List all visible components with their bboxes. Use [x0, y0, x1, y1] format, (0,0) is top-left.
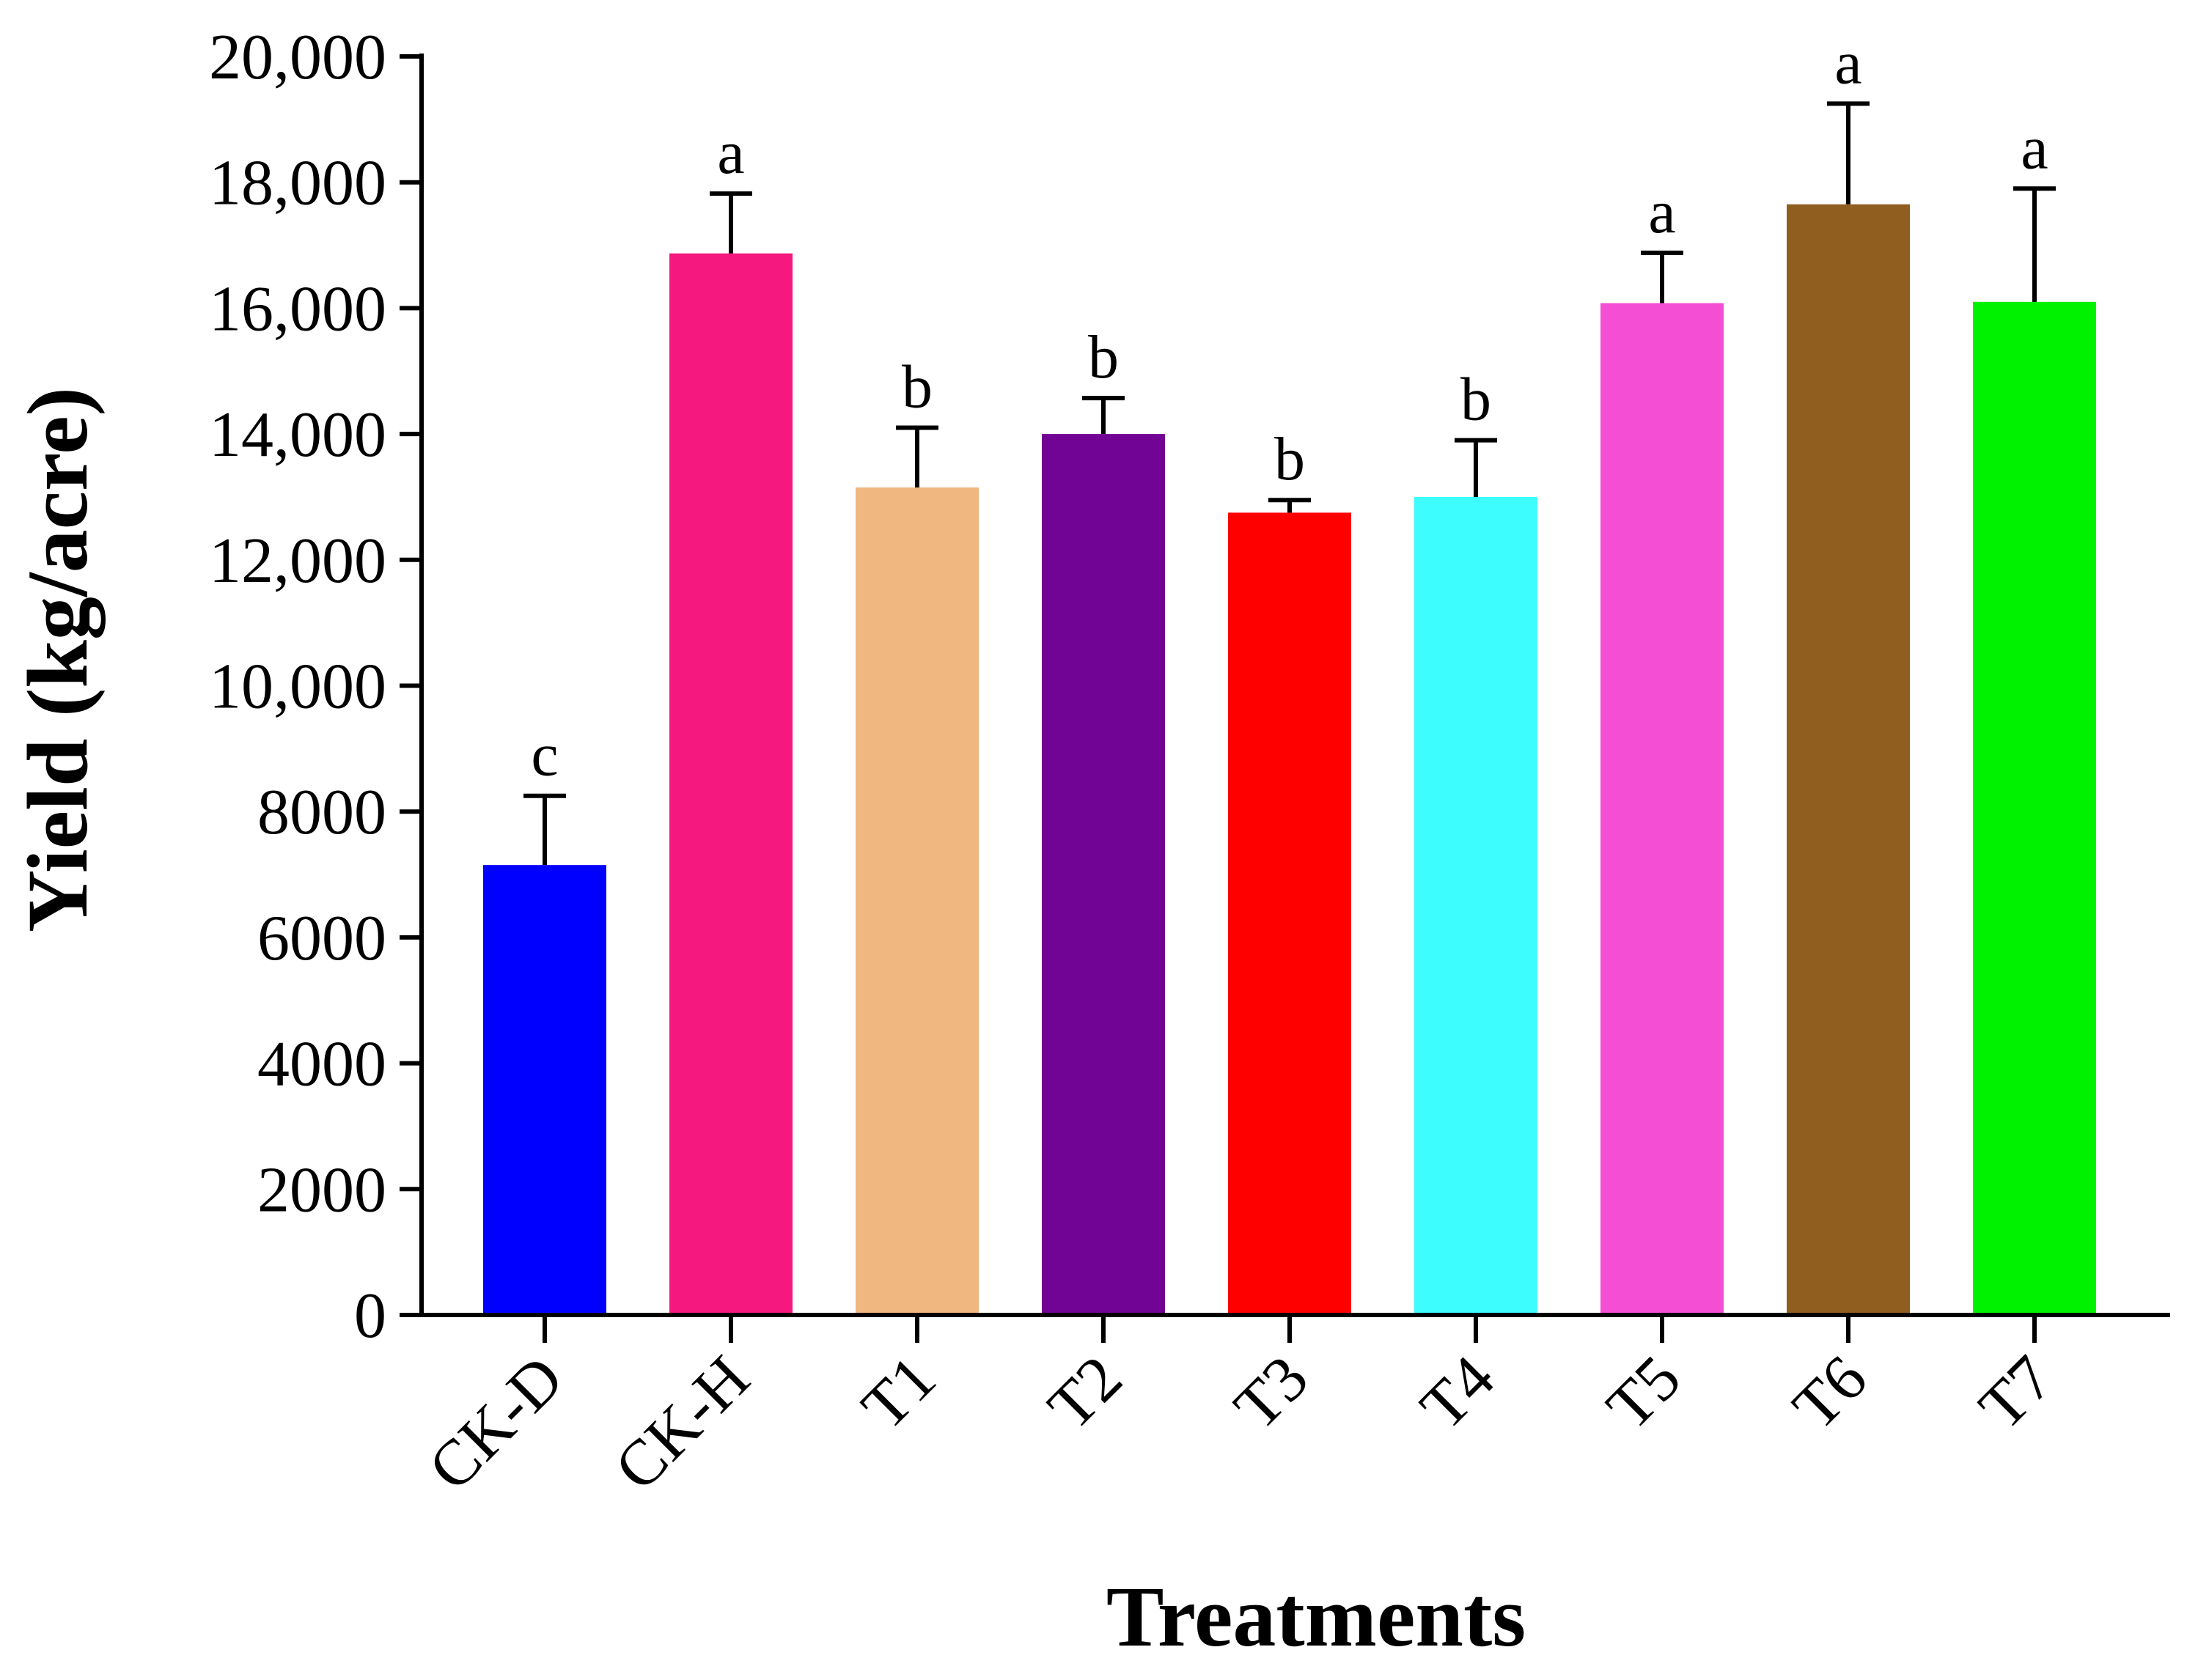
bar-t7 [1973, 301, 2096, 1316]
error-bars-layer [523, 101, 2056, 866]
significance-letter: a [1834, 29, 1861, 97]
y-tick-label: 20,000 [209, 22, 386, 93]
significance-letter: b [1274, 425, 1305, 493]
bar-t6 [1787, 204, 1910, 1315]
significance-letter: c [531, 721, 558, 789]
y-tick-label: 14,000 [209, 399, 386, 471]
x-tick-label: CK-H [601, 1343, 763, 1505]
bar-t1 [856, 487, 979, 1315]
x-tick-label: CK-D [415, 1343, 577, 1505]
x-tick-label: T3 [1221, 1343, 1322, 1444]
x-tick-label: T4 [1407, 1343, 1508, 1444]
significance-letter: a [717, 119, 744, 187]
y-tick-label: 6000 [257, 903, 386, 974]
significance-letter: a [2021, 114, 2048, 182]
x-axis-title: Treatments [1106, 1569, 1526, 1665]
y-tick-label: 18,000 [209, 148, 386, 219]
x-tick-label: T2 [1034, 1343, 1136, 1444]
significance-letter: a [1648, 178, 1675, 246]
significance-letter: b [902, 353, 933, 421]
bar-t5 [1600, 303, 1724, 1316]
bar-t3 [1228, 512, 1351, 1315]
y-tick-label: 10,000 [209, 652, 386, 723]
axes-layer [400, 54, 2170, 1343]
bar-ck-h [669, 253, 793, 1316]
y-axis-title: Yield (kg/acre) [10, 387, 106, 932]
y-tick-label: 2000 [257, 1154, 386, 1226]
significance-letter: b [1460, 366, 1491, 434]
bars-layer [483, 204, 2096, 1316]
y-tick-label: 12,000 [209, 526, 386, 597]
y-tick-label: 8000 [257, 777, 386, 848]
y-tick-label: 4000 [257, 1029, 386, 1100]
y-tick-label: 0 [354, 1281, 386, 1352]
x-tick-label: T1 [848, 1343, 949, 1444]
bar-ck-d [483, 865, 606, 1315]
y-tick-label: 16,000 [209, 273, 386, 345]
bar-t4 [1414, 496, 1537, 1316]
x-tick-label: T5 [1593, 1343, 1694, 1444]
x-tick-label: T7 [1966, 1343, 2067, 1444]
x-tick-label: T6 [1779, 1343, 1881, 1444]
significance-letter: b [1088, 323, 1119, 391]
bar-t2 [1042, 434, 1165, 1315]
